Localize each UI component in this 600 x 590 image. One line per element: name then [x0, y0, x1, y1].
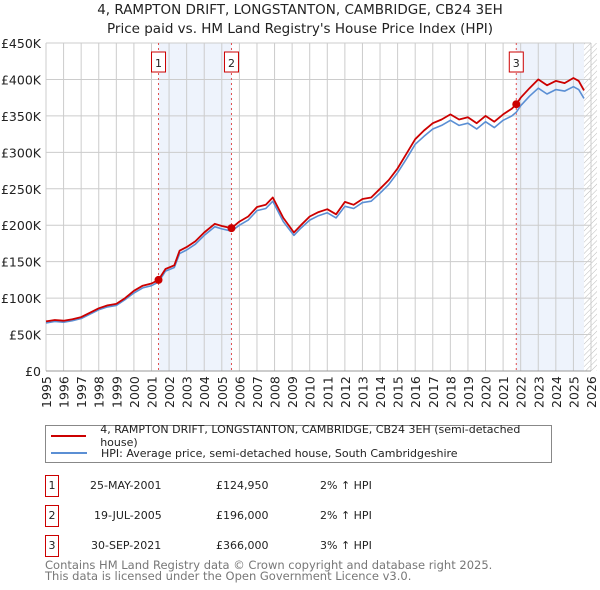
x-tick-label: 2013 — [355, 376, 370, 408]
x-tick-label: 2015 — [391, 376, 406, 408]
hpi-line — [45, 85, 585, 324]
x-tick-label: 2012 — [338, 376, 353, 408]
transaction-price: £366,000 — [216, 539, 269, 552]
sale-marker-badge — [508, 51, 524, 73]
x-tick-label: 2024 — [549, 376, 564, 408]
y-tick-label: £350K — [1, 109, 42, 124]
y-tick-label: £200K — [1, 218, 42, 233]
sale-marker-label: 2 — [228, 57, 235, 70]
chart-subtitle: Price paid vs. HM Land Registry's House … — [107, 21, 493, 37]
footer-copyright: Contains HM Land Registry data © Crown c… — [45, 558, 493, 572]
transaction-date: 25-MAY-2001 — [90, 479, 162, 492]
transaction-date: 19-JUL-2005 — [94, 509, 162, 522]
legend-swatch-blue — [51, 452, 87, 454]
y-tick-label: £300K — [1, 145, 42, 160]
marker-badge: 1 — [45, 475, 59, 497]
marker-badge: 3 — [45, 535, 59, 557]
marker-badge: 2 — [45, 505, 59, 527]
y-tick-label: £100K — [1, 291, 42, 306]
x-tick-label: 2019 — [461, 376, 476, 408]
sale-marker-label: 1 — [155, 57, 162, 70]
legend-swatch-red — [51, 435, 87, 437]
transaction-price: £196,000 — [216, 509, 269, 522]
transaction-price: £124,950 — [216, 479, 269, 492]
x-tick-label: 2017 — [426, 376, 441, 408]
x-tick-label: 2003 — [180, 376, 195, 408]
x-tick-label: 2020 — [479, 376, 494, 408]
y-tick-label: £250K — [1, 182, 42, 197]
x-tick-label: 1999 — [109, 376, 124, 408]
transaction-hpi: 3% ↑ HPI — [320, 539, 372, 552]
price-chart: 1995 1996 1997 1998 1999 2000 2001 2002 2003 2004… — [1, 36, 599, 408]
y-tick-label: £450K — [1, 36, 42, 51]
x-tick-label: 1998 — [92, 376, 107, 408]
x-tick-label: 2010 — [303, 376, 318, 408]
legend-item-price: 4, RAMPTON DRIFT, LONGSTANTON, CAMBRIDGE… — [46, 423, 551, 449]
x-tick-label: 2021 — [496, 376, 511, 408]
x-tick-label: 2011 — [320, 376, 335, 408]
legend: 4, RAMPTON DRIFT, LONGSTANTON, CAMBRIDGE… — [45, 423, 552, 463]
x-tick-label: 2005 — [215, 376, 230, 408]
x-tick-label: 2007 — [250, 376, 265, 408]
x-tick-label: 2000 — [127, 376, 142, 408]
chart-title: 4, RAMPTON DRIFT, LONGSTANTON, CAMBRIDGE… — [97, 2, 503, 18]
y-tick-label: £150K — [1, 255, 42, 270]
x-tick-label: 2008 — [268, 376, 283, 408]
x-tick-label: 2022 — [514, 376, 529, 408]
transaction-row: 1 25-MAY-2001 £124,950 2% ↑ HPI — [45, 475, 445, 497]
sale-point — [154, 275, 163, 284]
sale-point — [227, 224, 236, 233]
y-tick-label: £50K — [9, 328, 42, 343]
footer-licence: This data is licensed under the Open Gov… — [45, 569, 412, 583]
x-tick-label: 1995 — [39, 376, 54, 408]
transaction-row: 2 19-JUL-2005 £196,000 2% ↑ HPI — [45, 505, 445, 527]
x-tick-label: 1997 — [74, 376, 89, 408]
legend-label-hpi: HPI: Average price, semi-detached house,… — [101, 446, 458, 460]
y-tick-label: £0 — [25, 364, 41, 379]
x-tick-label: 2004 — [197, 376, 212, 408]
x-tick-label: 2026 — [584, 376, 599, 408]
price-line — [45, 77, 585, 323]
x-tick-label: 2018 — [443, 376, 458, 408]
x-tick-label: 2002 — [162, 376, 177, 408]
sale-point — [512, 100, 521, 109]
legend-item-hpi: HPI: Average price, semi-detached house,… — [46, 445, 458, 461]
y-tick-label: £400K — [1, 72, 42, 87]
x-tick-label: 2016 — [408, 376, 423, 408]
footer: Contains HM Land Registry data © Crown c… — [45, 558, 493, 583]
transaction-date: 30-SEP-2021 — [91, 539, 162, 552]
x-tick-label: 2023 — [531, 376, 546, 408]
x-tick-label: 2025 — [566, 376, 581, 408]
sale-marker-badge — [223, 51, 239, 73]
sale-marker-label: 3 — [513, 57, 520, 70]
x-tick-label: 2006 — [232, 376, 247, 408]
x-tick-label: 2014 — [373, 376, 388, 408]
x-tick-label: 1996 — [57, 376, 72, 408]
transaction-row: 3 30-SEP-2021 £366,000 3% ↑ HPI — [45, 535, 445, 557]
transaction-hpi: 2% ↑ HPI — [320, 509, 372, 522]
forecast-hatch — [583, 43, 597, 371]
x-tick-label: 2009 — [285, 376, 300, 408]
x-tick-label: 2001 — [144, 376, 159, 408]
shaded-period — [158, 43, 232, 371]
transaction-hpi: 2% ↑ HPI — [320, 479, 372, 492]
sale-marker-badge — [151, 51, 167, 73]
legend-label-price: 4, RAMPTON DRIFT, LONGSTANTON, CAMBRIDGE… — [100, 423, 521, 449]
